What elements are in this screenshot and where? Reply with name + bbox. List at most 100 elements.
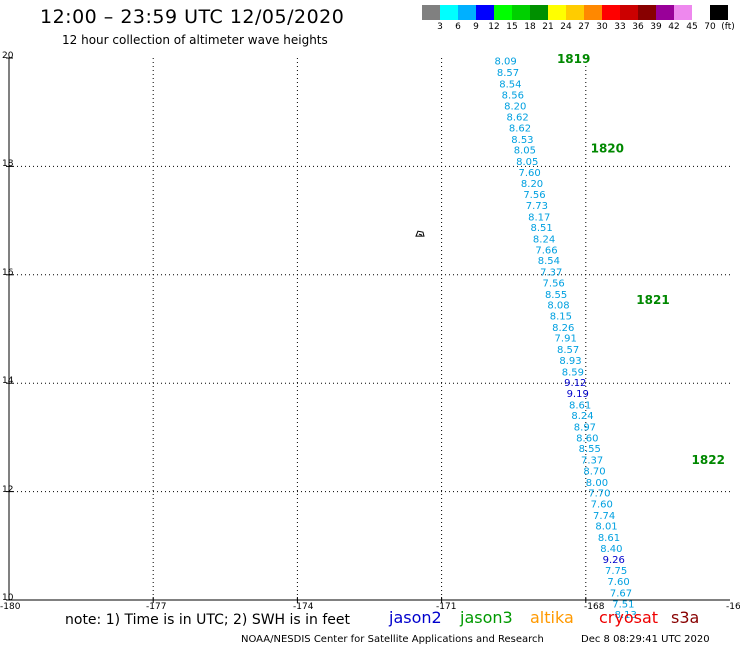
wave-height-value: 8.54 <box>499 79 521 90</box>
wave-height-value: 8.05 <box>516 157 538 168</box>
wave-height-value: 8.59 <box>562 367 584 378</box>
x-tick-label: -16 <box>726 602 740 612</box>
credit-line: NOAA/NESDIS Center for Satellite Applica… <box>241 634 544 645</box>
map-subtitle: 12 hour collection of altimeter wave hei… <box>62 33 328 47</box>
wave-height-value: 7.51 <box>612 599 634 610</box>
axis-frame <box>6 57 730 603</box>
legend-label: 6 <box>455 22 461 32</box>
satellite-jason2: jason2 <box>389 608 442 627</box>
wave-height-value: 8.54 <box>538 256 560 267</box>
satellite-cryosat: cryosat <box>599 608 659 627</box>
color-legend-labels: 3 6 9 12 15 18 21 24 27 30 33 36 39 42 45 70 (ft) <box>422 22 740 34</box>
wave-height-value: 8.17 <box>528 212 550 223</box>
island-outline <box>415 230 425 237</box>
y-tick-label: 10 <box>2 593 14 603</box>
units-note: note: 1) Time is in UTC; 2) SWH is in fe… <box>65 612 351 628</box>
wave-height-value: 8.01 <box>595 522 617 533</box>
legend-swatch <box>548 5 566 20</box>
wave-height-value: 8.61 <box>598 533 620 544</box>
wave-height-value: 7.56 <box>543 278 565 289</box>
wave-height-value: 8.57 <box>557 345 579 356</box>
legend-label: 42 <box>668 22 680 32</box>
legend-label: 12 <box>488 22 500 32</box>
x-tick-label: -180 <box>0 602 21 612</box>
wave-height-value: 8.20 <box>521 179 543 190</box>
wave-height-value: 8.13 <box>615 610 637 621</box>
legend-label: 45 <box>686 22 698 32</box>
legend-label: 9 <box>473 22 479 32</box>
wave-height-value: 8.61 <box>569 400 591 411</box>
wave-height-value: 8.97 <box>574 423 596 434</box>
legend-label: 18 <box>524 22 536 32</box>
wave-height-value: 8.09 <box>494 57 516 68</box>
wave-height-value: 8.05 <box>514 146 536 157</box>
y-tick-label: 16 <box>2 267 14 278</box>
legend-swatch <box>440 5 458 20</box>
legend-swatch <box>602 5 620 20</box>
legend-swatch <box>710 5 728 20</box>
wave-height-points: 8.098.578.548.568.208.628.628.538.058.05… <box>494 57 636 621</box>
wave-height-value: 8.55 <box>579 444 601 455</box>
wave-height-value: 8.60 <box>576 433 598 444</box>
wave-height-value: 9.12 <box>564 378 586 389</box>
legend-label: 30 <box>596 22 608 32</box>
legend-label: 70 <box>704 22 716 32</box>
legend-swatch <box>458 5 476 20</box>
wave-height-value: 7.60 <box>591 500 613 511</box>
legend-label: 36 <box>632 22 644 32</box>
wave-height-value: 7.70 <box>588 489 610 500</box>
legend-swatch <box>620 5 638 20</box>
wave-height-value: 7.60 <box>607 577 629 588</box>
legend-label: 3 <box>437 22 443 32</box>
generation-timestamp: Dec 8 08:29:41 UTC 2020 <box>581 634 710 645</box>
legend-swatch <box>674 5 692 20</box>
x-tick-label: -177 <box>146 602 167 612</box>
wave-height-value: 8.00 <box>586 478 608 489</box>
wave-height-value: 7.75 <box>605 566 627 577</box>
time-label: 1820 <box>591 141 624 155</box>
map-title: 12:00 – 23:59 UTC 12/05/2020 <box>40 6 345 28</box>
wave-height-value: 8.20 <box>504 102 526 113</box>
x-tick-label: -174 <box>293 602 314 612</box>
legend-swatch <box>530 5 548 20</box>
wave-height-value: 7.91 <box>555 334 577 345</box>
x-tick-label: -171 <box>436 602 457 612</box>
legend-swatch <box>494 5 512 20</box>
wave-height-value: 8.56 <box>502 90 524 101</box>
wave-height-value: 7.37 <box>581 456 603 467</box>
legend-label: 21 <box>542 22 554 32</box>
wave-height-value: 8.08 <box>547 301 569 312</box>
wave-height-value: 9.19 <box>567 389 589 400</box>
legend-label: 39 <box>650 22 662 32</box>
legend-swatch <box>638 5 656 20</box>
wave-height-value: 8.15 <box>550 311 572 322</box>
color-legend <box>422 5 728 20</box>
wave-height-value: 7.74 <box>593 511 615 522</box>
wave-height-value: 8.70 <box>583 466 605 477</box>
y-tick-label: 18 <box>2 159 14 170</box>
x-tick-label: -168 <box>584 602 605 612</box>
wave-height-value: 7.67 <box>610 588 632 599</box>
time-labels: 1819 1820 1821 1822 <box>557 52 725 467</box>
y-tick-label: 14 <box>2 376 14 387</box>
legend-swatch <box>584 5 602 20</box>
satellite-s3a: s3a <box>671 608 700 627</box>
legend-swatch <box>692 5 710 20</box>
wave-height-value: 8.26 <box>552 323 574 334</box>
wave-height-value: 8.93 <box>559 356 581 367</box>
time-label: 1821 <box>636 293 669 307</box>
legend-swatch <box>476 5 494 20</box>
wave-height-value: 7.73 <box>526 201 548 212</box>
legend-label: (ft) <box>721 22 735 32</box>
satellite-jason3: jason3 <box>460 608 513 627</box>
time-label: 1819 <box>557 52 590 66</box>
legend-label: 33 <box>614 22 626 32</box>
wave-height-value: 9.26 <box>603 555 625 566</box>
wave-height-value: 7.37 <box>540 268 562 279</box>
legend-swatch <box>512 5 530 20</box>
wave-height-value: 8.53 <box>511 135 533 146</box>
legend-swatch <box>656 5 674 20</box>
y-tick-label: 12 <box>2 484 14 495</box>
legend-swatch <box>566 5 584 20</box>
